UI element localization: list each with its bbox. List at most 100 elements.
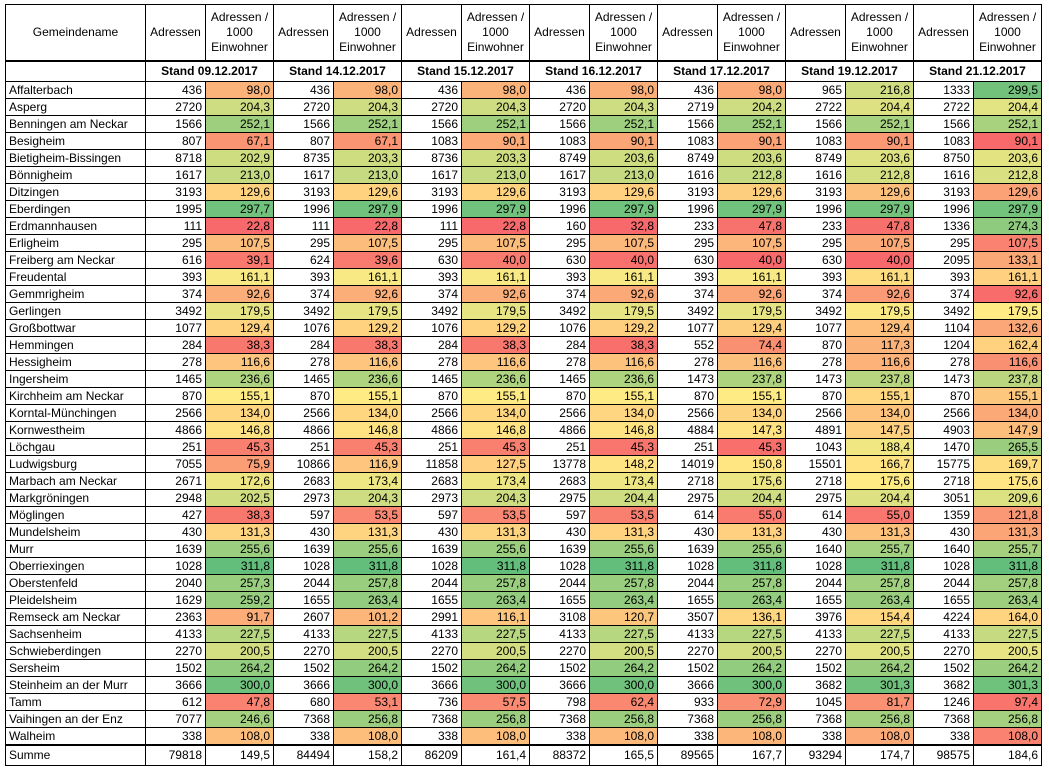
ratio-cell: 297,9 xyxy=(845,200,914,218)
adressen-cell: 430 xyxy=(145,523,206,541)
stand-date: Stand 15.12.2017 xyxy=(401,60,530,82)
gemeinde-name: Korntal-Münchingen xyxy=(5,404,146,422)
adressen-cell: 1566 xyxy=(785,115,846,133)
adressen-cell: 616 xyxy=(145,251,206,269)
adressen-cell: 870 xyxy=(913,387,974,405)
adressen-cell: 1502 xyxy=(785,659,846,677)
ratio-cell: 47,8 xyxy=(717,217,786,235)
ratio-cell: 203,6 xyxy=(717,149,786,167)
adressen-cell: 374 xyxy=(401,285,462,303)
adressen-cell: 1996 xyxy=(657,200,718,218)
adressen-cell: 430 xyxy=(785,523,846,541)
ratio-cell: 227,5 xyxy=(973,625,1042,643)
adressen-cell: 251 xyxy=(401,438,462,456)
ratio-cell: 204,3 xyxy=(461,98,530,116)
adressen-cell: 1045 xyxy=(785,693,846,711)
ratio-cell: 161,1 xyxy=(973,268,1042,286)
adressen-cell: 1076 xyxy=(273,319,334,337)
adressen-cell: 2718 xyxy=(913,472,974,490)
ratio-cell: 203,3 xyxy=(461,149,530,167)
adressen-cell: 430 xyxy=(529,523,590,541)
adressen-cell: 1655 xyxy=(913,591,974,609)
table-row: Gerlingen 3492 179,5 3492 179,5 3492 179,5 3492… xyxy=(5,302,1042,320)
adressen-cell: 1566 xyxy=(273,115,334,133)
ratio-cell: 252,1 xyxy=(717,115,786,133)
adressen-cell: 870 xyxy=(529,387,590,405)
adressen-cell: 1566 xyxy=(913,115,974,133)
column-header-adressen: Adressen xyxy=(913,4,974,62)
ratio-cell: 200,5 xyxy=(973,642,1042,660)
adressen-cell: 2044 xyxy=(785,574,846,592)
adressen-cell: 2044 xyxy=(657,574,718,592)
ratio-cell: 227,5 xyxy=(461,625,530,643)
adressen-cell: 1465 xyxy=(401,370,462,388)
table-row: Sersheim 1502 264,2 1502 264,2 1502 264,2 1502 2… xyxy=(5,659,1042,677)
ratio-cell: 116,6 xyxy=(205,353,274,371)
ratio-cell: 134,0 xyxy=(589,404,658,422)
adressen-cell: 1473 xyxy=(785,370,846,388)
adressen-cell: 338 xyxy=(657,727,718,746)
summe-ratio-cell: 174,7 xyxy=(845,744,914,766)
summe-label: Summe xyxy=(5,744,146,766)
adressen-cell: 1996 xyxy=(273,200,334,218)
gemeinde-name: Walheim xyxy=(5,727,146,746)
ratio-cell: 131,3 xyxy=(589,523,658,541)
table-row: Tamm 612 47,8 680 53,1 736 57,5 798 62,4 933 72,9 1… xyxy=(5,693,1042,711)
ratio-cell: 204,4 xyxy=(973,98,1042,116)
adressen-cell: 160 xyxy=(529,217,590,235)
ratio-cell: 38,3 xyxy=(461,336,530,354)
adressen-cell: 2363 xyxy=(145,608,206,626)
ratio-cell: 212,8 xyxy=(845,166,914,184)
ratio-cell: 257,3 xyxy=(205,574,274,592)
adressen-cell: 251 xyxy=(273,438,334,456)
ratio-cell: 131,3 xyxy=(845,523,914,541)
summe-ratio-cell: 184,6 xyxy=(973,744,1042,766)
gemeinde-name: Oberriexingen xyxy=(5,557,146,575)
adressen-cell: 1566 xyxy=(529,115,590,133)
gemeinde-name: Mundelsheim xyxy=(5,523,146,541)
adressen-cell: 3051 xyxy=(913,489,974,507)
column-header-ratio: Adressen / 1000 Einwohner xyxy=(461,4,530,62)
ratio-cell: 129,2 xyxy=(589,319,658,337)
stand-date: Stand 14.12.2017 xyxy=(273,60,402,82)
adressen-cell: 278 xyxy=(401,353,462,371)
stand-row: Stand 09.12.2017 Stand 14.12.2017 Stand 15… xyxy=(5,60,1042,82)
adressen-cell: 1502 xyxy=(273,659,334,677)
ratio-cell: 213,0 xyxy=(461,166,530,184)
adressen-cell: 8718 xyxy=(145,149,206,167)
ratio-cell: 116,1 xyxy=(461,608,530,626)
adressen-cell: 3682 xyxy=(913,676,974,694)
adressen-cell: 798 xyxy=(529,693,590,711)
ratio-cell: 216,8 xyxy=(845,81,914,99)
ratio-cell: 236,6 xyxy=(461,370,530,388)
ratio-cell: 252,1 xyxy=(333,115,402,133)
gemeinde-name: Eberdingen xyxy=(5,200,146,218)
adressen-cell: 1617 xyxy=(529,166,590,184)
gemeinde-name: Remseck am Neckar xyxy=(5,608,146,626)
adressen-cell: 278 xyxy=(529,353,590,371)
ratio-cell: 55,0 xyxy=(845,506,914,524)
table-row: Pleidelsheim 1629 259,2 1655 263,4 1655 263,4 1… xyxy=(5,591,1042,609)
ratio-cell: 81,7 xyxy=(845,693,914,711)
ratio-cell: 169,7 xyxy=(973,455,1042,473)
column-header-ratio: Adressen / 1000 Einwohner xyxy=(973,4,1042,62)
table-row: Mundelsheim 430 131,3 430 131,3 430 131,3 430 13… xyxy=(5,523,1042,541)
ratio-cell: 92,6 xyxy=(333,285,402,303)
adressen-cell: 3108 xyxy=(529,608,590,626)
ratio-cell: 131,3 xyxy=(333,523,402,541)
adressen-cell: 1616 xyxy=(657,166,718,184)
ratio-cell: 311,8 xyxy=(589,557,658,575)
adressen-cell: 630 xyxy=(785,251,846,269)
adressen-cell: 2270 xyxy=(273,642,334,660)
adressen-cell: 2683 xyxy=(529,472,590,490)
adressen-cell: 1502 xyxy=(657,659,718,677)
adressen-cell: 284 xyxy=(401,336,462,354)
ratio-cell: 129,6 xyxy=(717,183,786,201)
ratio-cell: 204,3 xyxy=(589,98,658,116)
adressen-cell: 2044 xyxy=(529,574,590,592)
adressen-cell: 1639 xyxy=(529,540,590,558)
ratio-cell: 47,8 xyxy=(205,693,274,711)
gemeinde-name: Murr xyxy=(5,540,146,558)
ratio-cell: 129,2 xyxy=(461,319,530,337)
table-row: Korntal-Münchingen 2566 134,0 2566 134,0 2566… xyxy=(5,404,1042,422)
